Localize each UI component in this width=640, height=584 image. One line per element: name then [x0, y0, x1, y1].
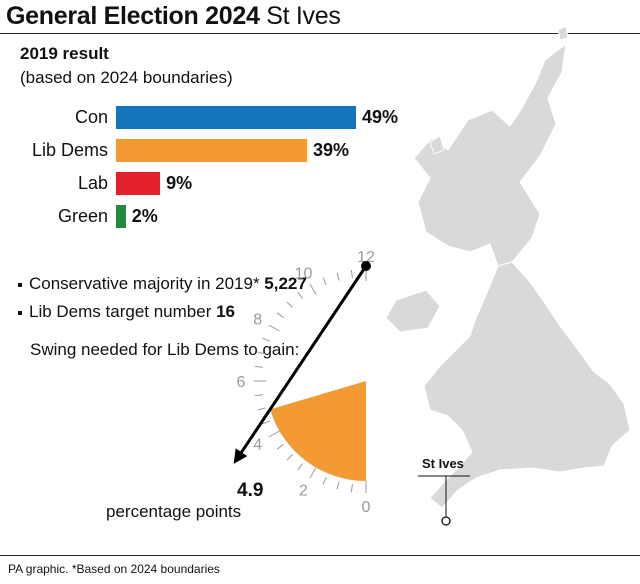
bullet-icon — [18, 282, 22, 287]
fact-item: Lib Dems target number 16 — [18, 302, 235, 322]
gauge-tick — [254, 365, 263, 368]
gauge-tick — [276, 443, 284, 450]
title-main: General Election 2024 — [6, 2, 260, 30]
fact-item: Conservative majority in 2019* 5,227 — [18, 274, 307, 294]
page-title: General Election 2024 St Ives — [6, 2, 341, 31]
gauge-tick — [350, 484, 353, 493]
island-shape — [557, 25, 569, 41]
map-location-label: St Ives — [422, 456, 464, 471]
bar-value-label: 49% — [362, 107, 399, 127]
bar-lib-dems — [116, 139, 308, 162]
footer-source: PA graphic. *Based on 2024 boundaries — [8, 562, 220, 576]
gauge-tick — [257, 407, 266, 411]
chart-subtitle: (based on 2024 boundaries) — [20, 68, 233, 87]
gauge-tick — [262, 337, 271, 342]
gauge-tick — [336, 272, 340, 281]
bar-green — [116, 205, 126, 228]
gauge-tick — [309, 283, 317, 295]
gauge-tick — [257, 351, 266, 355]
gauge-needle — [237, 265, 368, 457]
gauge-tick — [322, 476, 327, 485]
gauge-tick — [350, 269, 353, 278]
gauge-tick-label: 0 — [362, 499, 371, 516]
uk-map-shape — [385, 25, 631, 509]
gauge-tick — [254, 394, 263, 397]
gauge-tick — [286, 301, 293, 308]
bar-con — [116, 106, 356, 129]
gauge-tick — [262, 420, 271, 425]
bar-category-label: Lab — [77, 173, 108, 193]
northern-ireland-shape — [385, 289, 441, 333]
gauge-tick — [322, 277, 327, 286]
england-wales-shape — [423, 261, 631, 509]
title-place: St Ives — [266, 2, 341, 30]
gauge-tick — [268, 430, 280, 438]
location-marker-icon — [441, 516, 451, 526]
gauge-tick — [276, 312, 284, 319]
gauge-tick — [268, 324, 280, 332]
gauge-tick-label: 10 — [295, 266, 313, 283]
needle-pivot — [361, 261, 371, 271]
fact-value: 16 — [216, 302, 236, 321]
bar-category-label: Con — [74, 107, 108, 127]
bar-category-label: Green — [57, 206, 108, 226]
gauge-tick — [309, 467, 317, 479]
gauge-tick-label: 12 — [357, 249, 375, 266]
swing-unit: percentage points — [106, 502, 242, 521]
island-shape — [429, 135, 445, 155]
swing-value: 4.9 — [237, 480, 264, 501]
gauge-tick — [297, 463, 304, 471]
title-rule — [0, 33, 640, 34]
chart-title: 2019 result — [20, 44, 109, 63]
bullet-icon — [18, 310, 22, 315]
gauge-tick — [286, 454, 293, 461]
fact-text: Conservative majority in 2019* — [29, 274, 265, 293]
needle-arrow-icon — [233, 448, 248, 464]
gauge-tick — [297, 291, 304, 299]
bar-value-label: 2% — [131, 206, 158, 226]
scotland-shape — [413, 42, 567, 267]
bar-lab — [116, 172, 161, 195]
bar-category-label: Lib Dems — [31, 140, 108, 160]
bar-value-label: 39% — [313, 140, 350, 160]
gauge-tick-label: 8 — [253, 312, 262, 329]
gauge-tick — [336, 481, 340, 490]
fact-text: Lib Dems target number — [29, 302, 217, 321]
gauge-tick-label: 4 — [253, 437, 262, 454]
swing-title: Swing needed for Lib Dems to gain: — [30, 340, 300, 359]
footer-rule — [0, 555, 640, 556]
bar-value-label: 9% — [166, 173, 193, 193]
fact-value: 5,227 — [264, 274, 307, 293]
swing-sector — [270, 381, 366, 481]
gauge-tick-label: 2 — [299, 482, 308, 499]
gauge-tick-label: 6 — [237, 374, 246, 391]
